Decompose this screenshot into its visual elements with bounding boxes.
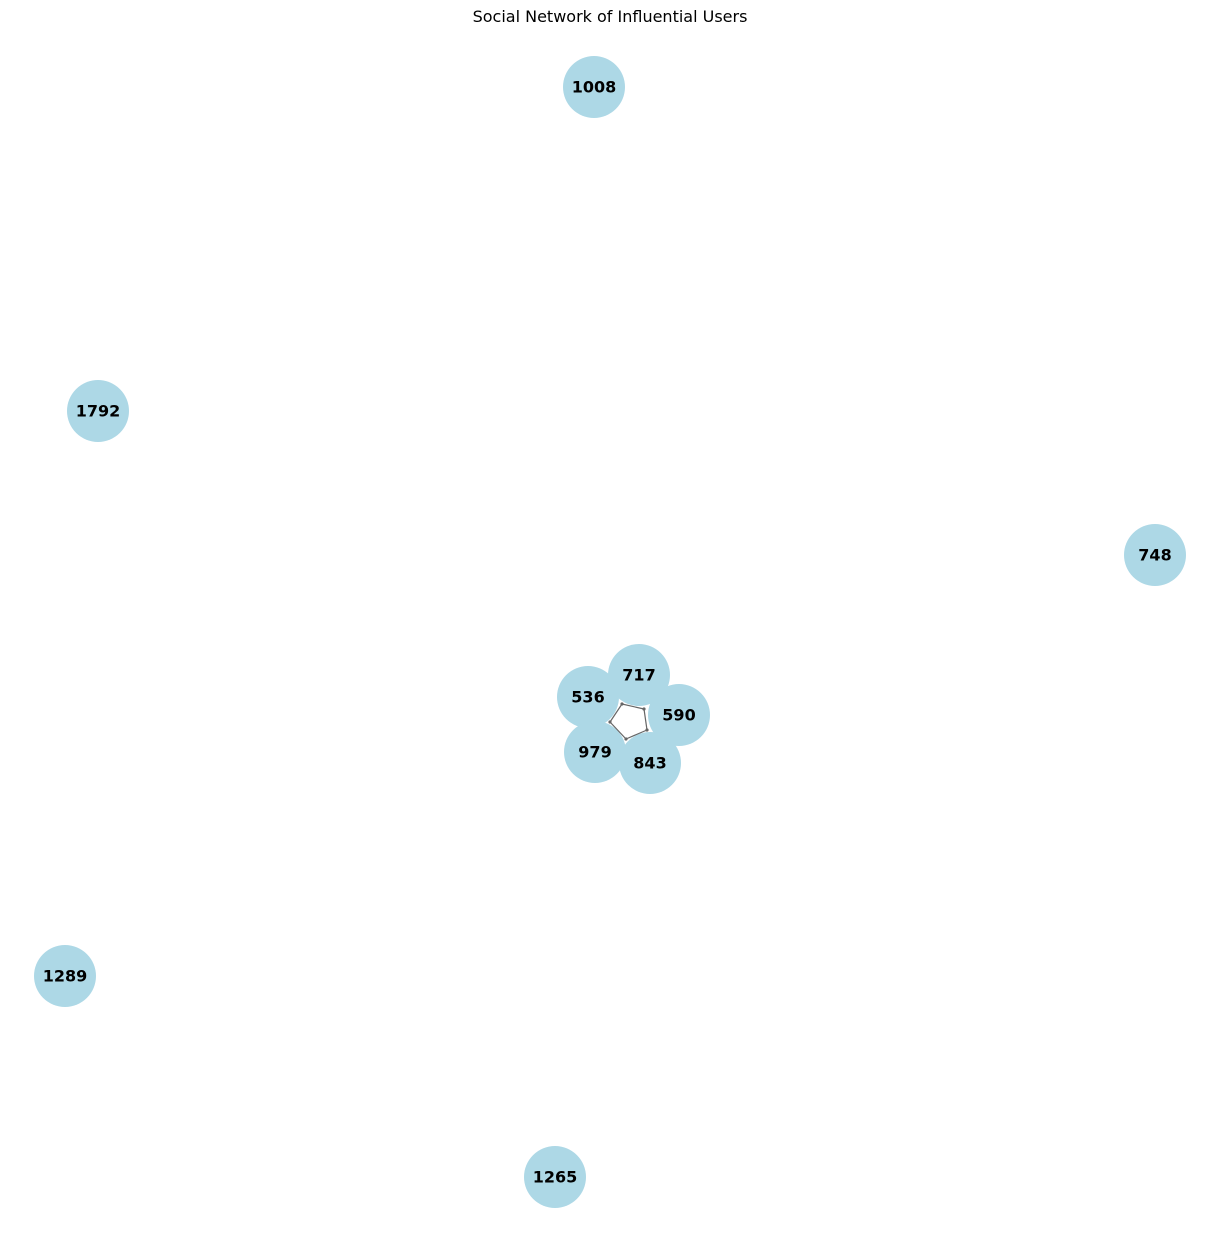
- node-label: 536: [571, 688, 604, 707]
- node-label: 748: [1138, 546, 1171, 565]
- node-979: [564, 721, 626, 783]
- node-layer: [34, 56, 1186, 1208]
- node-circle: [619, 732, 681, 794]
- node-843: [619, 732, 681, 794]
- node-label: 1265: [533, 1168, 578, 1187]
- node-590: [648, 684, 710, 746]
- node-circle: [648, 684, 710, 746]
- node-circle: [563, 56, 625, 118]
- graph-title: Social Network of Influential Users: [472, 7, 748, 26]
- node-label: 1792: [76, 402, 121, 421]
- edge-536-717: [609, 703, 623, 723]
- edge-717-590: [621, 703, 645, 710]
- node-1265: [524, 1146, 586, 1208]
- node-circle: [34, 945, 96, 1007]
- node-1289: [34, 945, 96, 1007]
- edge-843-979: [625, 729, 648, 740]
- node-536: [557, 666, 619, 728]
- node-label: 590: [662, 706, 695, 725]
- node-717: [608, 644, 670, 706]
- edge-590-843: [643, 708, 648, 731]
- node-1792: [67, 380, 129, 442]
- edge-979-536: [609, 721, 627, 740]
- node-label: 1289: [43, 967, 88, 986]
- node-label: 843: [633, 754, 666, 773]
- label-layer: 1008 1792 748 717 536 590 979 843 1289 1265: [43, 78, 1172, 1187]
- node-circle: [524, 1146, 586, 1208]
- node-circle: [564, 721, 626, 783]
- node-748: [1124, 524, 1186, 586]
- node-label: 979: [578, 743, 611, 762]
- node-label: 717: [622, 666, 655, 685]
- node-circle: [67, 380, 129, 442]
- edge-endpoint: [608, 720, 612, 724]
- node-1008: [563, 56, 625, 118]
- node-circle: [608, 644, 670, 706]
- node-circle: [1124, 524, 1186, 586]
- node-label: 1008: [572, 78, 617, 97]
- node-circle: [557, 666, 619, 728]
- edge-layer: [608, 702, 649, 741]
